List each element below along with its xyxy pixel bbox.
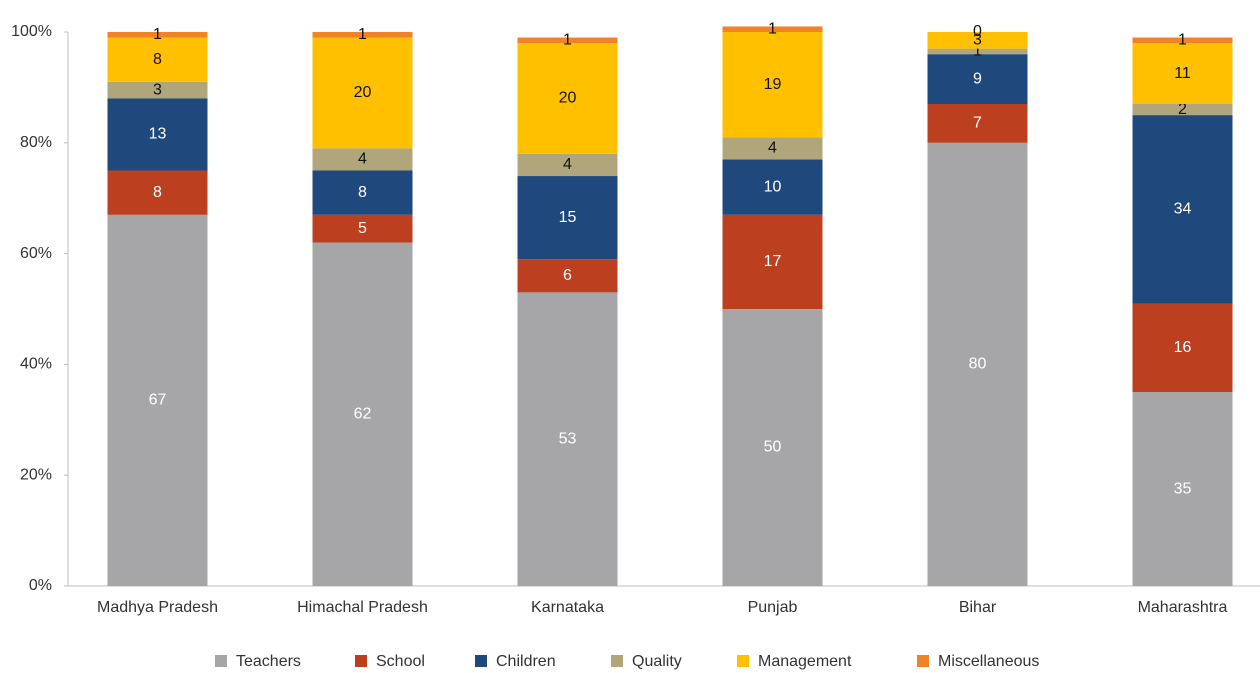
- legend-label: Teachers: [236, 653, 301, 670]
- bar-segment: [722, 309, 823, 586]
- legend-swatch: [611, 655, 623, 667]
- data-label: 3: [153, 81, 162, 98]
- bar-segment: [927, 54, 1028, 105]
- legend-label: Miscellaneous: [938, 653, 1039, 670]
- x-tick-label: Himachal Pradesh: [297, 599, 428, 616]
- data-label: 6: [563, 267, 572, 284]
- data-label: 13: [149, 126, 167, 143]
- bar-segment: [1132, 37, 1233, 44]
- data-label: 10: [764, 178, 782, 195]
- legend-swatch: [355, 655, 367, 667]
- data-label: 11: [1174, 65, 1191, 82]
- bar-segment: [722, 214, 823, 309]
- data-label: 8: [153, 51, 162, 68]
- data-label: 7: [973, 115, 982, 132]
- legend-label: Quality: [632, 653, 682, 670]
- bar-segment: [722, 32, 823, 138]
- bar-segment: [107, 214, 208, 586]
- y-tick-label: 60%: [20, 245, 52, 262]
- bar-segment: [927, 32, 1028, 49]
- data-label: 8: [358, 184, 367, 201]
- data-label: 4: [768, 140, 777, 157]
- bar-segment: [1132, 303, 1233, 393]
- y-tick-label: 0%: [29, 577, 52, 594]
- bar-segment: [927, 142, 1028, 587]
- bar-segment: [517, 292, 618, 586]
- legend-swatch: [475, 655, 487, 667]
- bar-segment: [312, 242, 413, 586]
- data-label: 1: [563, 32, 572, 49]
- bar-segment: [517, 37, 618, 44]
- bar-segment: [517, 153, 618, 177]
- bar-segment: [107, 170, 208, 215]
- data-label: 62: [354, 405, 372, 422]
- data-label: 4: [563, 156, 572, 173]
- data-label: 17: [764, 253, 782, 270]
- bar-segment: [107, 81, 208, 99]
- data-label: 2: [1178, 101, 1187, 118]
- bar-segment: [312, 148, 413, 171]
- y-tick-label: 40%: [20, 356, 52, 373]
- bar-segment: [107, 37, 208, 82]
- bar-segment: [517, 259, 618, 293]
- bar-segment: [312, 37, 413, 149]
- y-tick-label: 20%: [20, 466, 52, 483]
- data-label: 20: [354, 84, 372, 101]
- data-label: 15: [559, 209, 577, 226]
- data-label: 1: [973, 43, 982, 60]
- x-tick-label: Bihar: [959, 599, 997, 616]
- bar-segment: [927, 48, 1028, 55]
- data-label: 20: [559, 90, 577, 107]
- bar-segment: [1132, 115, 1233, 304]
- data-label: 80: [969, 356, 987, 373]
- bar-segment: [107, 32, 208, 38]
- x-tick-label: Madhya Pradesh: [97, 599, 218, 616]
- legend-swatch: [917, 655, 929, 667]
- x-tick-label: Punjab: [748, 599, 798, 616]
- legend-label: School: [376, 653, 425, 670]
- data-label: 34: [1174, 200, 1192, 217]
- data-label: 5: [358, 220, 367, 237]
- bar-segment: [927, 104, 1028, 143]
- x-tick-label: Karnataka: [531, 599, 604, 616]
- bar-segment: [722, 26, 823, 32]
- bar-segment: [107, 98, 208, 171]
- data-label: 50: [764, 439, 782, 456]
- bar-segment: [1132, 104, 1233, 116]
- data-label: 19: [764, 76, 782, 93]
- y-tick-label: 80%: [20, 134, 52, 151]
- data-label: 1: [358, 26, 367, 43]
- legend-label: Management: [758, 653, 852, 670]
- bar-segment: [312, 32, 413, 38]
- y-tick-label: 100%: [11, 23, 52, 40]
- legend-swatch: [737, 655, 749, 667]
- data-label: 4: [358, 151, 367, 168]
- legend-label: Children: [496, 653, 556, 670]
- data-label: 8: [153, 184, 162, 201]
- data-label: 67: [149, 392, 167, 409]
- data-label: 53: [559, 430, 577, 447]
- data-label: 16: [1174, 339, 1192, 356]
- bar-segment: [517, 43, 618, 154]
- bar-segment: [1132, 43, 1233, 105]
- data-label: 1: [153, 26, 162, 43]
- x-tick-label: Maharashtra: [1138, 599, 1228, 616]
- data-label: 9: [973, 70, 982, 87]
- bar-segment: [722, 137, 823, 160]
- data-label: 3: [973, 32, 982, 49]
- legend-swatch: [215, 655, 227, 667]
- bar-segment: [312, 214, 413, 243]
- bar-segment: [722, 159, 823, 215]
- data-label: 1: [1178, 32, 1187, 49]
- data-label: 0: [973, 23, 982, 40]
- data-label: 35: [1174, 480, 1192, 497]
- bar-segment: [312, 170, 413, 215]
- bar-segment: [1132, 392, 1233, 586]
- bar-segment: [517, 176, 618, 260]
- data-label: 1: [768, 20, 777, 37]
